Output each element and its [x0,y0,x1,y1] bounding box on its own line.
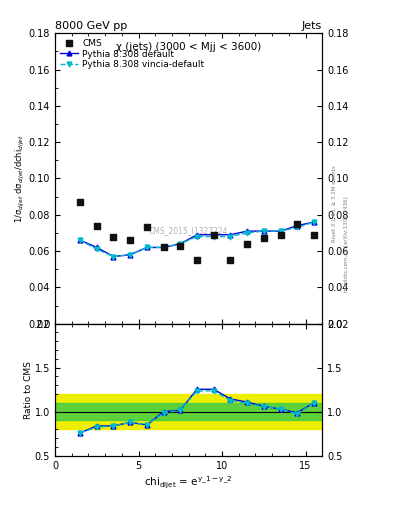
Text: CMS_2015_I1327224: CMS_2015_I1327224 [149,226,228,235]
CMS [244,240,250,248]
Pythia 8.308 vincia-default [78,237,83,243]
Pythia 8.308 vincia-default [211,233,216,240]
CMS [294,220,300,228]
Line: Pythia 8.308 vincia-default: Pythia 8.308 vincia-default [78,220,316,259]
Pythia 8.308 default [312,219,316,225]
Y-axis label: 1/σ$_{dijet}$ dσ$_{dijet}$/dchi$_{dijet}$: 1/σ$_{dijet}$ dσ$_{dijet}$/dchi$_{dijet}… [14,134,27,223]
CMS [211,230,217,239]
Pythia 8.308 default [94,244,99,250]
CMS [94,222,100,230]
Bar [55,394,322,429]
Text: Jets: Jets [302,20,322,31]
Pythia 8.308 default [78,237,83,243]
CMS [110,232,117,241]
CMS [144,223,150,231]
Pythia 8.308 default [195,231,199,238]
Pythia 8.308 vincia-default [245,230,250,236]
Y-axis label: Ratio to CMS: Ratio to CMS [24,361,33,419]
Pythia 8.308 vincia-default [195,233,199,240]
Text: 8000 GeV pp: 8000 GeV pp [55,20,127,31]
CMS [227,256,233,264]
Pythia 8.308 vincia-default [128,251,132,258]
Pythia 8.308 default [145,244,149,250]
Pythia 8.308 default [211,231,216,238]
CMS [177,242,184,250]
Pythia 8.308 default [128,251,132,258]
Line: Pythia 8.308 default: Pythia 8.308 default [78,220,316,259]
Bar [55,403,322,420]
Pythia 8.308 default [278,228,283,234]
CMS [77,198,83,206]
Pythia 8.308 vincia-default [178,241,183,247]
Pythia 8.308 vincia-default [94,246,99,252]
Pythia 8.308 vincia-default [312,219,316,225]
X-axis label: chi$_{\mathregular{dijet}}$ = e$^{\mathregular{y\_1 - y\_2}}$: chi$_{\mathregular{dijet}}$ = e$^{\mathr… [144,475,233,491]
Pythia 8.308 default [161,244,166,250]
Pythia 8.308 vincia-default [161,244,166,250]
CMS [311,230,317,239]
Pythia 8.308 vincia-default [295,224,299,230]
CMS [127,236,133,244]
Pythia 8.308 vincia-default [261,228,266,234]
Text: χ (jets) (3000 < Mjj < 3600): χ (jets) (3000 < Mjj < 3600) [116,42,261,52]
Text: Rivet 3.1.10, ≥ 3.2M events: Rivet 3.1.10, ≥ 3.2M events [332,165,337,242]
Pythia 8.308 vincia-default [278,228,283,234]
Pythia 8.308 vincia-default [228,233,233,240]
Text: mcplots.cern.ch [arXiv:1306.3436]: mcplots.cern.ch [arXiv:1306.3436] [344,197,349,292]
Pythia 8.308 default [111,253,116,260]
CMS [261,234,267,243]
Pythia 8.308 default [228,231,233,238]
Pythia 8.308 default [261,228,266,234]
CMS [277,230,284,239]
Pythia 8.308 default [178,241,183,247]
Pythia 8.308 default [295,223,299,229]
Legend: CMS, Pythia 8.308 default, Pythia 8.308 vincia-default: CMS, Pythia 8.308 default, Pythia 8.308 … [57,35,208,73]
CMS [194,256,200,264]
CMS [160,243,167,251]
Pythia 8.308 vincia-default [111,253,116,260]
Pythia 8.308 vincia-default [145,244,149,250]
Pythia 8.308 default [245,228,250,234]
